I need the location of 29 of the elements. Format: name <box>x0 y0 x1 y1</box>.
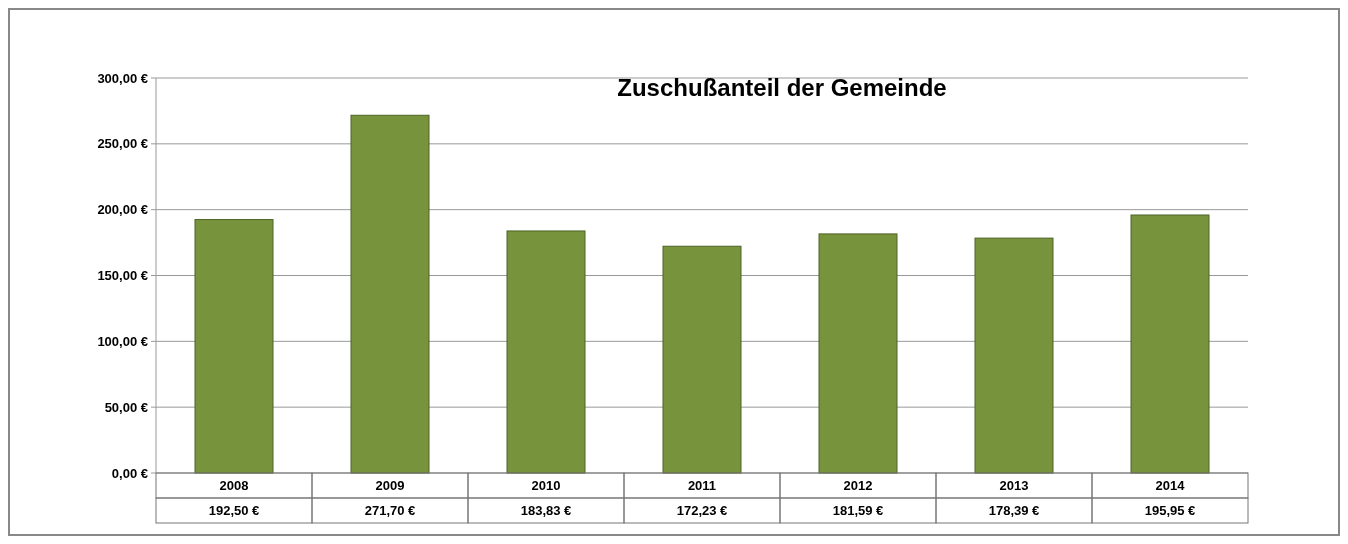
x-tick-label: 2010 <box>531 478 561 494</box>
bar <box>350 114 430 474</box>
x-tick-label: 2011 <box>687 478 717 494</box>
y-tick-label: 200,00 € <box>97 202 148 218</box>
data-label: 183,83 € <box>520 503 572 519</box>
y-tick-label: 250,00 € <box>97 136 148 152</box>
bar <box>194 219 274 474</box>
bar <box>662 245 742 474</box>
data-label: 195,95 € <box>1144 503 1196 519</box>
data-label: 271,70 € <box>364 503 416 519</box>
y-tick-label: 300,00 € <box>97 70 148 86</box>
y-tick-label: 100,00 € <box>97 333 148 349</box>
x-tick-label: 2012 <box>843 478 873 494</box>
y-tick-label: 50,00 € <box>104 399 148 415</box>
bar <box>974 237 1054 474</box>
bar <box>818 233 898 474</box>
y-tick-label: 150,00 € <box>97 268 148 284</box>
y-tick-label: 0,00 € <box>111 465 148 481</box>
data-label: 172,23 € <box>676 503 728 519</box>
chart-title: Zuschußanteil der Gemeinde <box>617 74 947 101</box>
x-tick-label: 2008 <box>219 478 249 494</box>
bar <box>1130 214 1210 474</box>
x-tick-label: 2009 <box>375 478 405 494</box>
data-label: 178,39 € <box>988 503 1040 519</box>
x-tick-label: 2013 <box>999 478 1029 494</box>
data-label: 192,50 € <box>208 503 260 519</box>
x-tick-label: 2014 <box>1155 478 1186 494</box>
bar <box>506 230 586 474</box>
data-label: 181,59 € <box>832 503 884 519</box>
